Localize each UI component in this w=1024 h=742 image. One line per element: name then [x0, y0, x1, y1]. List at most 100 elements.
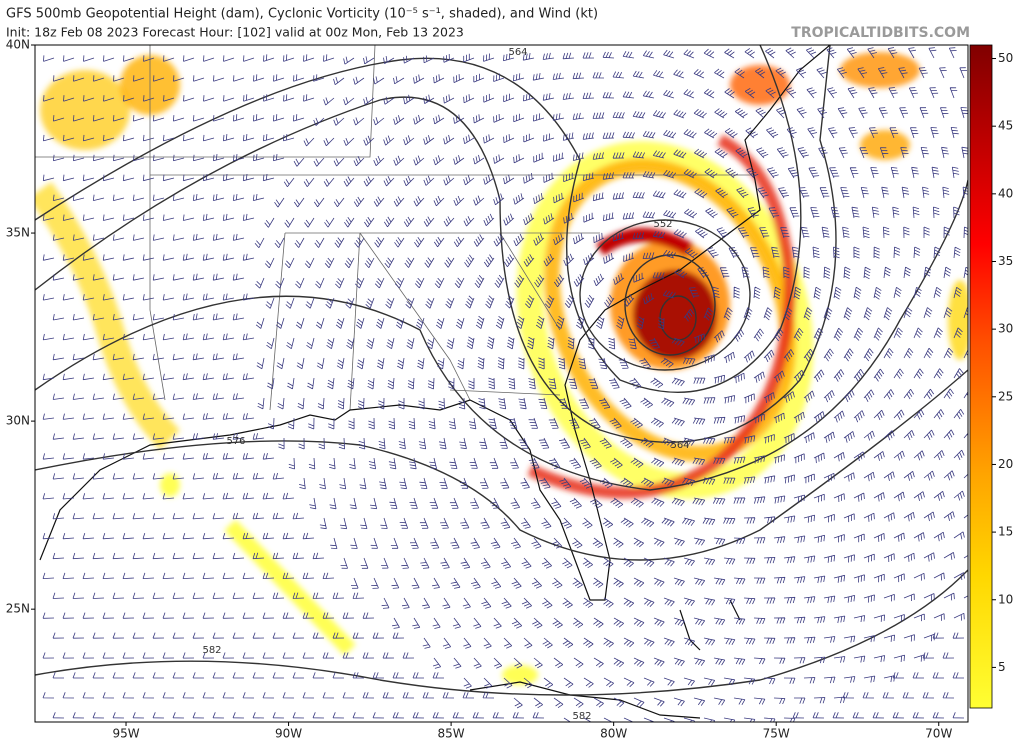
- wind-barb: [352, 672, 364, 679]
- wind-barb: [152, 353, 165, 361]
- wind-barb: [892, 712, 905, 719]
- wind-barb: [943, 511, 955, 522]
- wind-barb: [423, 175, 435, 186]
- wind-barb: [473, 195, 485, 206]
- wind-barb: [339, 477, 347, 490]
- wind-barb: [112, 274, 125, 281]
- wind-barb: [963, 514, 968, 519]
- wind-barb: [233, 75, 245, 82]
- map-area: [35, 45, 968, 722]
- wind-barb: [558, 357, 566, 370]
- wind-barb: [943, 552, 955, 560]
- wind-barb: [663, 717, 675, 722]
- colorbar-label: 10: [998, 592, 1013, 606]
- wind-barb: [873, 533, 885, 542]
- wind-barb: [222, 333, 235, 341]
- wind-barb: [348, 417, 355, 430]
- wind-barb: [733, 657, 746, 665]
- wind-barb: [202, 413, 215, 420]
- wind-barb: [340, 557, 348, 569]
- wind-barb: [470, 537, 480, 549]
- wind-barb: [901, 186, 910, 199]
- wind-barb: [640, 397, 653, 409]
- colorbar-label: 35: [998, 254, 1013, 268]
- wind-barb: [295, 277, 305, 289]
- wind-barb: [274, 197, 285, 208]
- wind-barb: [233, 114, 245, 122]
- wind-barb: [623, 597, 635, 608]
- wind-barb: [773, 657, 786, 664]
- wind-barb: [863, 635, 876, 643]
- wind-barb: [803, 514, 815, 523]
- wind-barb: [327, 377, 335, 390]
- wind-barb: [337, 397, 345, 410]
- wind-barb: [773, 454, 785, 464]
- wind-barb: [542, 52, 555, 60]
- wind-barb: [432, 657, 442, 669]
- wind-barb: [599, 437, 612, 449]
- wind-barb: [264, 257, 275, 269]
- wind-barb: [620, 517, 634, 528]
- wind-barb: [478, 397, 486, 410]
- wind-barb: [713, 577, 726, 586]
- wind-barb: [232, 353, 245, 361]
- wind-barb: [573, 697, 584, 708]
- wind-barb: [653, 617, 665, 627]
- wind-barb: [932, 672, 944, 679]
- wind-barb: [573, 233, 585, 245]
- wind-barb: [355, 277, 365, 289]
- wind-barb: [892, 206, 900, 219]
- wind-barb: [92, 632, 105, 639]
- wind-barb: [262, 612, 275, 619]
- wind-barb: [403, 55, 415, 64]
- wind-barb: [232, 193, 245, 201]
- wind-barb: [398, 437, 406, 450]
- wind-barb: [483, 637, 492, 649]
- wind-barb: [457, 357, 465, 370]
- wind-barb: [489, 457, 499, 469]
- wind-barb: [132, 393, 145, 400]
- wind-barb: [531, 497, 541, 509]
- wind-barb: [82, 692, 95, 699]
- wind-barb: [523, 254, 535, 267]
- wind-barb: [551, 537, 562, 549]
- wind-barb: [373, 155, 385, 166]
- wind-barb: [212, 433, 225, 440]
- wind-barb: [453, 74, 465, 83]
- wind-barb: [102, 612, 115, 619]
- wind-barb: [641, 517, 655, 528]
- wind-barb: [520, 477, 530, 489]
- wind-barb: [222, 253, 235, 261]
- wind-barb: [808, 167, 820, 179]
- wind-barb: [513, 697, 523, 709]
- wind-barb: [862, 226, 870, 239]
- wind-barb: [932, 632, 945, 639]
- wind-barb: [961, 146, 968, 159]
- wind-barb: [743, 517, 756, 524]
- wind-barb: [212, 672, 224, 679]
- wind-barb: [306, 337, 315, 350]
- wind-barb: [212, 273, 225, 281]
- wind-barb: [412, 617, 421, 629]
- wind-barb: [773, 576, 786, 584]
- wind-barb: [702, 477, 716, 485]
- wind-barb: [463, 94, 475, 104]
- wind-barb: [753, 697, 766, 705]
- wind-barb: [372, 672, 384, 679]
- wind-barb: [312, 592, 325, 599]
- wind-barb: [632, 70, 645, 79]
- wind-barb: [212, 233, 225, 241]
- wind-barb: [753, 371, 765, 383]
- wind-barb: [562, 52, 575, 60]
- wind-barb: [843, 676, 856, 683]
- wind-barb: [562, 132, 575, 141]
- wind-barb: [602, 172, 615, 180]
- wind-barb: [212, 632, 225, 639]
- wind-barb: [103, 55, 115, 62]
- wind-barb: [463, 216, 475, 227]
- wind-barb: [889, 127, 899, 139]
- border: [349, 232, 361, 411]
- wind-barb: [883, 594, 895, 602]
- wind-barb: [661, 397, 675, 408]
- wind-barb: [813, 697, 826, 704]
